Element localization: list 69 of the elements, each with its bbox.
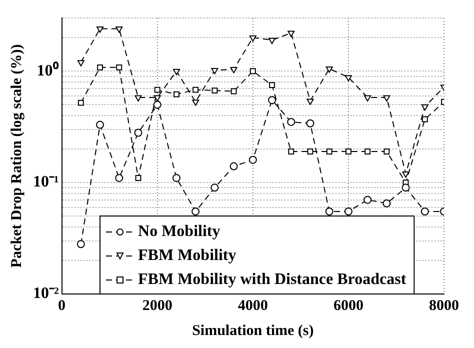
- point: [248, 156, 257, 164]
- point: [382, 199, 391, 208]
- y-tick-label: 10⁻¹: [33, 174, 59, 191]
- y-axis-title: Packet Drop Ration (log scale (%)): [8, 44, 25, 268]
- point: [402, 184, 410, 192]
- point: [249, 35, 256, 42]
- point: [116, 64, 122, 70]
- point: [154, 95, 161, 102]
- point: [115, 174, 124, 182]
- point: [230, 162, 238, 170]
- legend-label: FBM Mobility with Distance Broadcast: [138, 271, 407, 288]
- point: [288, 30, 295, 38]
- point: [172, 68, 180, 76]
- legend-label: FBM Mobility: [138, 247, 236, 264]
- point: [230, 88, 237, 94]
- point: [326, 148, 332, 154]
- point: [325, 208, 334, 216]
- point: [172, 174, 180, 182]
- point: [78, 100, 84, 106]
- point: [77, 60, 84, 66]
- point: [364, 196, 372, 204]
- point: [153, 100, 162, 109]
- point: [154, 86, 160, 93]
- point: [364, 95, 372, 102]
- x-tick-label: 0: [58, 298, 66, 314]
- point: [420, 208, 429, 216]
- point: [306, 119, 314, 128]
- point: [135, 174, 142, 181]
- point: [288, 148, 294, 154]
- point: [134, 95, 142, 102]
- point: [96, 120, 104, 129]
- point: [422, 116, 428, 122]
- point: [402, 172, 410, 178]
- point: [326, 66, 333, 73]
- point: [212, 88, 218, 94]
- y-tick-label: 10⁻²: [33, 285, 59, 302]
- y-tick-label: 10⁰: [36, 61, 59, 80]
- point: [269, 82, 275, 88]
- point: [211, 68, 218, 74]
- point: [307, 148, 314, 154]
- x-tick-label: 6000: [333, 298, 364, 314]
- point: [268, 38, 276, 44]
- point: [76, 240, 85, 248]
- point: [383, 95, 390, 102]
- x-tick-label: 4000: [238, 298, 268, 314]
- point: [250, 68, 256, 74]
- point: [344, 75, 352, 82]
- point: [421, 104, 428, 111]
- legend-label: No Mobility: [138, 223, 220, 240]
- point: [344, 208, 352, 216]
- point: [134, 128, 142, 137]
- point: [384, 148, 390, 154]
- point: [210, 184, 219, 192]
- x-axis-title: Simulation time (s): [192, 322, 314, 339]
- point: [192, 86, 199, 93]
- x-tick-label: 2000: [142, 298, 172, 314]
- point: [364, 148, 371, 154]
- point: [306, 98, 314, 105]
- point: [345, 148, 352, 154]
- point: [173, 91, 180, 98]
- x-tick-label: 8000: [429, 298, 459, 314]
- point: [287, 118, 296, 126]
- point: [97, 64, 103, 70]
- point: [96, 26, 104, 33]
- point: [116, 26, 123, 33]
- point: [192, 100, 200, 106]
- point: [268, 96, 276, 104]
- point: [230, 67, 238, 74]
- point: [192, 208, 200, 216]
